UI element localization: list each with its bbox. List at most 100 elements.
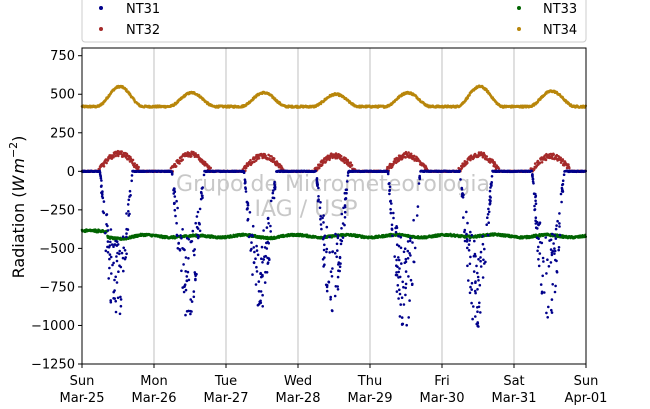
point-nt31 xyxy=(558,222,561,225)
point-nt31 xyxy=(104,231,107,235)
point-nt31 xyxy=(531,173,534,177)
point-nt31 xyxy=(465,210,468,214)
point-nt31 xyxy=(107,245,111,249)
point-nt31 xyxy=(126,203,130,206)
point-nt31 xyxy=(402,303,406,306)
y-axis-label: Radiation (Wm−2) xyxy=(7,136,28,279)
point-nt31 xyxy=(413,246,417,250)
point-nt32 xyxy=(131,158,135,162)
point-nt31 xyxy=(257,280,261,283)
point-nt31 xyxy=(549,261,553,264)
point-nt31 xyxy=(561,179,565,182)
point-nt31 xyxy=(541,274,544,278)
point-nt31 xyxy=(470,281,474,285)
point-nt31 xyxy=(547,305,550,309)
point-nt31 xyxy=(488,198,491,202)
point-nt31 xyxy=(486,233,490,237)
point-nt31 xyxy=(119,295,122,299)
point-nt31 xyxy=(192,295,196,299)
point-nt31 xyxy=(320,227,323,231)
point-nt31 xyxy=(537,258,540,261)
point-nt31 xyxy=(130,179,133,183)
point-nt31 xyxy=(271,191,275,195)
point-nt31 xyxy=(473,289,477,293)
point-nt31 xyxy=(108,257,111,261)
point-nt31 xyxy=(333,251,337,255)
y-tick-label: −500 xyxy=(39,242,75,257)
point-nt31 xyxy=(534,202,538,205)
point-nt31 xyxy=(114,239,117,243)
point-nt31 xyxy=(476,288,479,291)
point-nt31 xyxy=(558,225,561,228)
point-nt31 xyxy=(476,271,479,275)
point-nt31 xyxy=(555,224,558,227)
point-nt31 xyxy=(321,216,324,220)
point-nt31 xyxy=(476,324,480,328)
point-nt31 xyxy=(185,275,189,278)
point-nt31 xyxy=(244,190,248,193)
point-nt31 xyxy=(118,249,121,253)
point-nt31 xyxy=(264,254,268,258)
point-nt31 xyxy=(338,265,342,269)
point-nt31 xyxy=(246,217,250,221)
point-nt31 xyxy=(271,196,275,200)
point-nt31 xyxy=(478,301,481,305)
point-nt31 xyxy=(107,277,110,280)
point-nt31 xyxy=(394,230,398,234)
point-nt31 xyxy=(396,284,400,287)
point-nt31 xyxy=(388,188,392,192)
point-nt31 xyxy=(346,174,350,177)
point-nt31 xyxy=(470,233,474,237)
point-nt31 xyxy=(389,199,393,203)
point-nt32 xyxy=(102,165,106,168)
point-nt31 xyxy=(248,211,252,214)
point-nt31 xyxy=(118,264,121,268)
point-nt31 xyxy=(412,260,416,264)
point-nt31 xyxy=(460,186,464,190)
y-tick-label: 500 xyxy=(50,88,75,103)
point-nt31 xyxy=(399,246,403,250)
point-nt31 xyxy=(187,309,190,313)
point-nt31 xyxy=(533,204,536,208)
point-nt31 xyxy=(251,224,255,228)
point-nt31 xyxy=(112,261,115,265)
point-nt31 xyxy=(258,300,262,304)
point-nt31 xyxy=(397,244,401,248)
point-nt31 xyxy=(329,295,333,299)
point-nt31 xyxy=(317,198,320,201)
point-nt31 xyxy=(194,221,197,225)
point-nt31 xyxy=(469,255,472,259)
point-nt31 xyxy=(345,180,349,183)
point-nt31 xyxy=(536,227,539,230)
point-nt31 xyxy=(398,292,402,296)
point-nt31 xyxy=(176,206,179,210)
point-nt31 xyxy=(553,290,557,294)
point-nt31 xyxy=(389,211,393,215)
point-nt32 xyxy=(349,161,353,164)
point-nt31 xyxy=(344,188,348,192)
point-nt31 xyxy=(336,285,340,288)
point-nt31 xyxy=(560,200,563,204)
point-nt31 xyxy=(322,265,325,268)
point-nt32 xyxy=(136,167,140,171)
point-nt31 xyxy=(177,242,180,245)
point-nt31 xyxy=(393,255,397,258)
point-nt31 xyxy=(562,173,566,176)
point-nt31 xyxy=(319,217,322,221)
point-nt31 xyxy=(334,232,337,236)
point-nt31 xyxy=(328,235,331,239)
point-nt31 xyxy=(477,258,480,261)
point-nt31 xyxy=(338,255,342,259)
point-nt32 xyxy=(244,166,248,170)
point-nt31 xyxy=(196,210,200,214)
x-tick-label-date: Mar-26 xyxy=(132,391,177,406)
point-nt31 xyxy=(398,288,401,292)
point-nt31 xyxy=(260,245,264,249)
point-nt32 xyxy=(114,154,117,158)
point-nt31 xyxy=(472,270,476,273)
point-nt31 xyxy=(109,255,113,259)
point-nt31 xyxy=(470,288,474,291)
point-nt31 xyxy=(191,229,195,233)
point-nt31 xyxy=(255,270,259,273)
